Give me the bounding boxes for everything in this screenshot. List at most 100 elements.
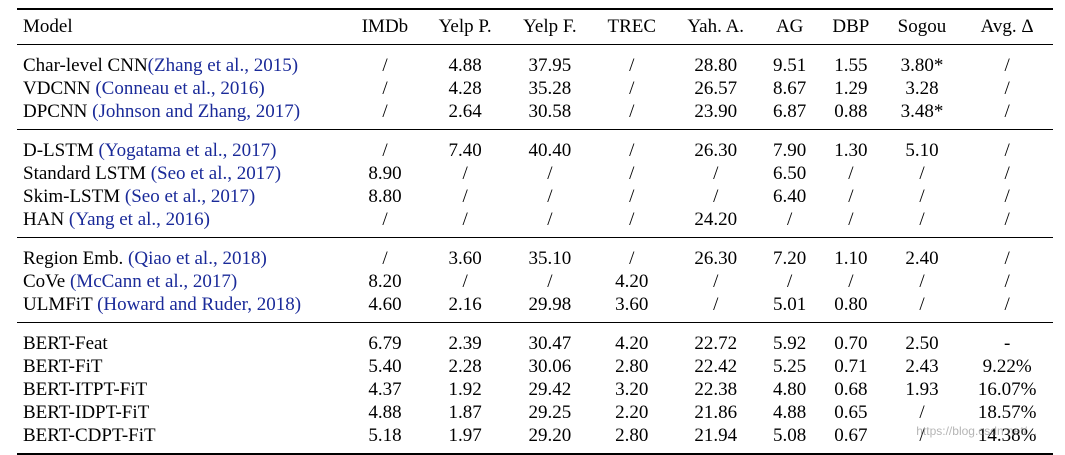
- model-name: BERT-Feat: [23, 333, 108, 354]
- table-row: VDCNN (Conneau et al., 2016) / 4.28 35.28 / 2…: [17, 77, 1053, 100]
- value-cell: 1.10: [834, 248, 868, 269]
- value-cell: /: [1004, 140, 1010, 161]
- table-row: CoVe (McCann et al., 2017) 8.20 / / 4.20 / / / /…: [17, 270, 1053, 293]
- value-cell: 8.20: [368, 271, 402, 292]
- value-cell: 7.90: [773, 140, 807, 161]
- value-cell: 29.25: [528, 402, 572, 423]
- value-cell: 3.60: [448, 248, 482, 269]
- value-cell: /: [919, 294, 925, 315]
- value-cell: 2.64: [448, 101, 482, 122]
- value-cell: 26.57: [694, 78, 738, 99]
- column-header: Yelp P.: [438, 16, 492, 37]
- value-cell: 1.30: [834, 140, 868, 161]
- model-name: DPCNN: [23, 101, 88, 122]
- value-cell: /: [462, 209, 468, 230]
- value-cell: /: [787, 271, 793, 292]
- value-cell: 8.80: [368, 186, 402, 207]
- value-cell: 22.72: [694, 333, 738, 354]
- citation-link[interactable]: (Howard and Ruder, 2018): [97, 294, 302, 315]
- table-row: Skim-LSTM (Seo et al., 2017) 8.80 / / / / 6.40…: [17, 185, 1053, 208]
- value-cell: 6.40: [773, 186, 807, 207]
- value-cell: 26.30: [694, 248, 738, 269]
- model-name: BERT-ITPT-FiT: [23, 379, 148, 400]
- value-cell: 3.80*: [900, 55, 944, 76]
- value-cell: /: [848, 271, 854, 292]
- value-cell: /: [919, 209, 925, 230]
- value-cell: /: [382, 101, 388, 122]
- value-cell: 8.67: [773, 78, 807, 99]
- value-cell: /: [1004, 248, 1010, 269]
- value-cell: 3.28: [905, 78, 939, 99]
- value-cell: /: [1004, 209, 1010, 230]
- value-cell: /: [848, 186, 854, 207]
- column-header: Yelp F.: [523, 16, 577, 37]
- model-cell: HAN (Yang et al., 2016): [17, 208, 347, 238]
- value-cell: 2.50: [905, 333, 939, 354]
- model-cell: Region Emb. (Qiao et al., 2018): [17, 238, 347, 271]
- value-cell: 0.67: [834, 425, 868, 446]
- value-cell: 4.80: [773, 379, 807, 400]
- value-cell: /: [382, 140, 388, 161]
- model-name: BERT-CDPT-FiT: [23, 425, 156, 446]
- value-cell: 23.90: [694, 101, 738, 122]
- value-cell: 3.48*: [900, 101, 944, 122]
- model-cell: Char-level CNN(Zhang et al., 2015): [17, 45, 347, 78]
- model-cell: DPCNN (Johnson and Zhang, 2017): [17, 100, 347, 130]
- value-cell: /: [919, 163, 925, 184]
- value-cell: /: [629, 163, 635, 184]
- value-cell: /: [547, 163, 553, 184]
- value-cell: 29.98: [528, 294, 572, 315]
- model-name: Skim-LSTM: [23, 186, 121, 207]
- value-cell: 2.40: [905, 248, 939, 269]
- table-row: ULMFiT (Howard and Ruder, 2018) 4.60 2.16 2…: [17, 293, 1053, 323]
- citation-link[interactable]: (Seo et al., 2017): [150, 163, 282, 184]
- citation-link[interactable]: (Johnson and Zhang, 2017): [92, 101, 301, 122]
- value-cell: 29.20: [528, 425, 572, 446]
- value-cell: 2.20: [615, 402, 649, 423]
- model-cell: VDCNN (Conneau et al., 2016): [17, 77, 347, 100]
- value-cell: /: [787, 209, 793, 230]
- value-cell: /: [919, 271, 925, 292]
- citation-link[interactable]: (Zhang et al., 2015): [147, 55, 299, 76]
- citation-link[interactable]: (Yang et al., 2016): [68, 209, 211, 230]
- value-cell: /: [713, 163, 719, 184]
- value-cell: /: [462, 271, 468, 292]
- model-cell: D-LSTM (Yogatama et al., 2017): [17, 130, 347, 163]
- citation-link[interactable]: (Conneau et al., 2016): [95, 78, 265, 99]
- value-cell: 4.88: [773, 402, 807, 423]
- citation-link[interactable]: (McCann et al., 2017): [69, 271, 238, 292]
- citation-link[interactable]: (Seo et al., 2017): [124, 186, 256, 207]
- table-row: Region Emb. (Qiao et al., 2018) / 3.60 35.1…: [17, 238, 1053, 271]
- value-cell: 4.37: [368, 379, 402, 400]
- value-cell: 5.10: [905, 140, 939, 161]
- column-header: AG: [775, 16, 804, 37]
- model-cell: BERT-ITPT-FiT: [17, 378, 347, 401]
- column-header: TREC: [607, 16, 657, 37]
- value-cell: /: [848, 209, 854, 230]
- citation-link[interactable]: (Yogatama et al., 2017): [98, 140, 277, 161]
- model-name: HAN: [23, 209, 65, 230]
- column-header: DBP: [832, 16, 870, 37]
- row-group: D-LSTM (Yogatama et al., 2017)/7.40 40.40…: [17, 130, 1053, 238]
- value-cell: /: [629, 78, 635, 99]
- value-cell: 2.80: [615, 356, 649, 377]
- value-cell: 35.28: [528, 78, 572, 99]
- value-cell: /: [547, 271, 553, 292]
- row-group: BERT-Feat 6.79 2.39 30.47 4.20 22.72 5.92 0.70 2…: [17, 323, 1053, 454]
- value-cell: 3.60: [615, 294, 649, 315]
- value-cell: 7.20: [773, 248, 807, 269]
- value-cell: 6.79: [368, 333, 402, 354]
- value-cell: /: [629, 140, 635, 161]
- model-cell: BERT-FiT: [17, 355, 347, 378]
- column-header: Sogou: [897, 16, 947, 37]
- value-cell: 5.92: [773, 333, 807, 354]
- value-cell: /: [629, 248, 635, 269]
- value-cell: 2.39: [448, 333, 482, 354]
- value-cell: 21.86: [694, 402, 738, 423]
- model-cell: BERT-IDPT-FiT: [17, 401, 347, 424]
- citation-link[interactable]: (Qiao et al., 2018): [128, 248, 267, 269]
- value-cell: /: [382, 78, 388, 99]
- value-cell: /: [547, 209, 553, 230]
- value-cell: 26.30: [694, 140, 738, 161]
- value-cell: 35.10: [528, 248, 572, 269]
